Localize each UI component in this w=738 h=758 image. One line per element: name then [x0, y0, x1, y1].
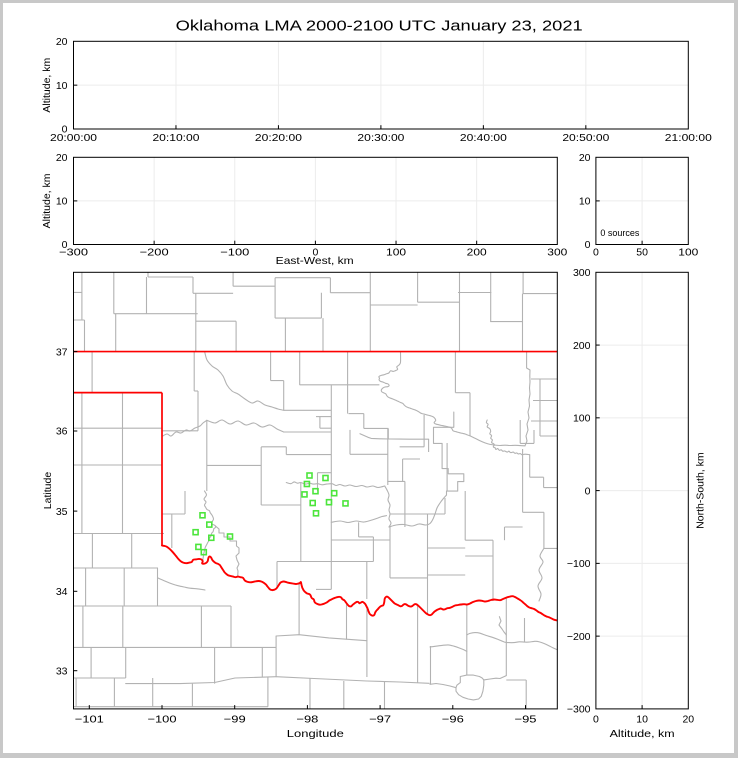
svg-text:0: 0	[585, 485, 591, 497]
svg-text:−95: −95	[515, 714, 537, 726]
svg-text:20: 20	[682, 714, 694, 726]
svg-text:35: 35	[56, 506, 68, 518]
svg-text:10: 10	[56, 80, 68, 92]
svg-text:−200: −200	[140, 247, 169, 259]
svg-text:20:40:00: 20:40:00	[460, 132, 507, 144]
svg-text:200: 200	[467, 247, 487, 259]
svg-text:300: 300	[547, 247, 567, 259]
svg-text:100: 100	[573, 413, 591, 425]
svg-text:−300: −300	[567, 704, 591, 716]
svg-text:−98: −98	[296, 714, 318, 726]
svg-text:0: 0	[62, 124, 68, 136]
svg-text:Altitude, km: Altitude, km	[41, 57, 53, 112]
svg-text:20: 20	[56, 36, 68, 48]
svg-text:−200: −200	[567, 631, 591, 643]
svg-text:20:30:00: 20:30:00	[357, 132, 404, 144]
svg-text:37: 37	[56, 346, 68, 358]
svg-text:100: 100	[386, 247, 406, 259]
svg-text:0: 0	[593, 247, 599, 259]
svg-text:200: 200	[573, 340, 591, 352]
svg-text:20: 20	[56, 152, 68, 164]
svg-text:0: 0	[62, 239, 68, 251]
svg-text:20:00:00: 20:00:00	[50, 132, 97, 144]
svg-text:−300: −300	[59, 247, 88, 259]
svg-text:−100: −100	[567, 558, 591, 570]
svg-text:10: 10	[579, 196, 591, 208]
svg-text:20:50:00: 20:50:00	[562, 132, 609, 144]
svg-text:20: 20	[579, 152, 591, 164]
svg-text:34: 34	[56, 586, 68, 598]
svg-text:North-South, km: North-South, km	[695, 452, 707, 529]
svg-text:Altitude, km: Altitude, km	[610, 728, 675, 740]
svg-text:Longitude: Longitude	[287, 728, 344, 740]
svg-text:Latitude: Latitude	[42, 472, 54, 510]
svg-text:20:20:00: 20:20:00	[255, 132, 302, 144]
svg-text:100: 100	[678, 247, 698, 259]
svg-text:0: 0	[312, 247, 318, 259]
svg-text:21:00:00: 21:00:00	[665, 132, 712, 144]
svg-text:50: 50	[636, 247, 648, 259]
svg-text:−96: −96	[442, 714, 464, 726]
svg-text:−97: −97	[369, 714, 391, 726]
svg-text:10: 10	[56, 196, 68, 208]
svg-text:−99: −99	[224, 714, 246, 726]
svg-text:300: 300	[573, 267, 591, 279]
svg-text:36: 36	[56, 426, 68, 438]
svg-text:−101: −101	[75, 714, 104, 726]
svg-text:0 sources: 0 sources	[600, 228, 639, 238]
svg-text:0: 0	[593, 714, 599, 726]
svg-text:−100: −100	[148, 714, 177, 726]
svg-text:20:10:00: 20:10:00	[152, 132, 199, 144]
svg-text:33: 33	[56, 665, 68, 677]
svg-text:−100: −100	[220, 247, 249, 259]
svg-text:East-West, km: East-West, km	[276, 255, 354, 267]
svg-text:10: 10	[636, 714, 648, 726]
svg-text:0: 0	[585, 239, 591, 251]
svg-text:Oklahoma LMA 2000-2100 UTC Jan: Oklahoma LMA 2000-2100 UTC January 23, 2…	[176, 18, 583, 35]
svg-text:Altitude, km: Altitude, km	[41, 173, 53, 228]
